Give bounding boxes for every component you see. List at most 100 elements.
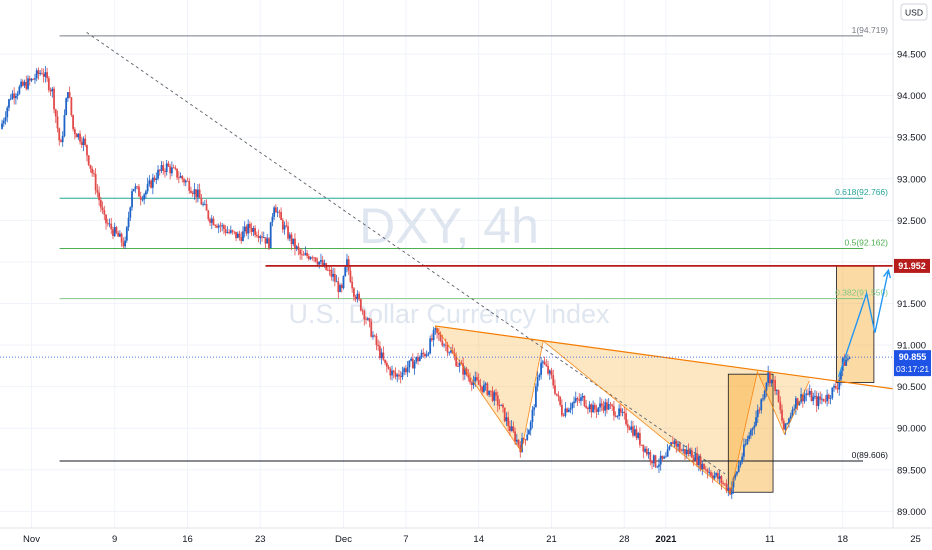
candle-body <box>455 356 458 367</box>
projection-arrowhead <box>882 268 892 279</box>
candle-body <box>514 431 516 442</box>
candle-body <box>460 362 463 364</box>
candle-body <box>252 228 255 232</box>
candle-body <box>550 370 553 376</box>
candle-body <box>138 186 140 197</box>
candle-body <box>718 476 721 479</box>
candle-body <box>696 453 698 465</box>
candle-body <box>370 321 373 337</box>
candle-body <box>373 335 376 337</box>
candle-body <box>177 177 180 179</box>
price-tick-label: 91.000 <box>897 341 926 352</box>
candle-body <box>743 444 745 457</box>
candle-body <box>2 120 5 124</box>
candle-body <box>340 285 343 289</box>
candle-body <box>545 364 548 367</box>
projection-path[interactable] <box>837 270 890 377</box>
candle-body <box>266 238 269 244</box>
candle-body <box>626 424 629 428</box>
candle-body <box>713 475 716 479</box>
candle-body <box>392 370 395 373</box>
candle-body <box>30 78 33 81</box>
candle-body <box>758 409 761 411</box>
candle-body <box>502 404 504 408</box>
candle-body <box>779 401 782 410</box>
candle-body <box>822 398 825 401</box>
candle-body <box>609 404 612 406</box>
candle-body <box>387 366 390 369</box>
candle-body <box>405 368 407 373</box>
candle-body <box>484 383 487 385</box>
candle-body <box>632 426 634 436</box>
candle-body <box>131 191 133 208</box>
candle-body <box>635 429 638 438</box>
candle-body <box>557 395 560 397</box>
candle-body <box>384 359 386 363</box>
candle-body <box>68 92 71 98</box>
candle-body <box>240 237 243 241</box>
candle-body <box>158 169 161 171</box>
fib-level-label: 0(89.606) <box>852 450 889 460</box>
candle-body <box>833 385 835 388</box>
candle-body <box>65 98 68 116</box>
candle-body <box>79 133 81 142</box>
candle-body <box>741 456 744 462</box>
candle-body <box>209 219 211 223</box>
candle-body <box>167 163 170 167</box>
candle-body <box>82 138 85 145</box>
candle-body <box>680 450 683 452</box>
candle-body <box>327 269 329 271</box>
candle-body <box>226 231 229 233</box>
pattern-outline[interactable] <box>434 325 810 494</box>
candle-body <box>6 107 9 118</box>
candle-body <box>53 88 55 110</box>
candle-body <box>715 473 718 476</box>
candle-body <box>730 487 733 495</box>
candle-body <box>44 72 47 77</box>
candle-body <box>637 433 640 438</box>
candle-body <box>441 340 444 346</box>
candle-body <box>262 237 265 238</box>
candle-body <box>323 263 326 267</box>
candle-body <box>824 400 827 402</box>
fib-levels[interactable]: 1(94.719) 0.618(92.766) 0.5(92.162) 0.382(9… <box>59 25 889 462</box>
candle-body <box>77 133 80 138</box>
candle-body <box>639 433 641 445</box>
candle-body <box>531 409 534 422</box>
candle-body <box>72 115 74 130</box>
candle-body <box>765 382 768 391</box>
candle-body <box>831 387 834 399</box>
fib-level-label: 0.382(91.559) <box>835 288 888 298</box>
drawings[interactable] <box>0 32 932 494</box>
candle-body <box>510 426 513 432</box>
candle-body <box>106 223 109 224</box>
candle-body <box>410 358 412 361</box>
candle-body <box>119 233 121 237</box>
candle-body <box>777 390 780 402</box>
candle-body <box>775 390 778 392</box>
neckline[interactable] <box>434 325 932 398</box>
candle-body <box>552 375 555 386</box>
axis-ticks: 89.00089.50090.00090.50091.00091.50092.0… <box>23 50 926 545</box>
candle-body <box>640 444 643 446</box>
candle-body <box>221 225 224 227</box>
candle-body <box>91 168 94 174</box>
candle-body <box>42 73 45 77</box>
candle-body <box>621 411 624 413</box>
candle-body <box>56 116 59 129</box>
candle-body <box>689 450 692 454</box>
candle-body <box>699 456 702 470</box>
candle-body <box>703 463 705 470</box>
candle-body <box>496 395 499 406</box>
candle-body <box>784 423 787 430</box>
candle-body <box>391 370 393 376</box>
currency-button[interactable] <box>900 3 928 21</box>
candle-body <box>379 346 381 359</box>
time-axis-bg <box>0 528 932 550</box>
candle-body <box>87 155 90 165</box>
candle-body <box>628 427 631 430</box>
candle-body <box>212 218 215 226</box>
candle-body <box>625 413 627 425</box>
